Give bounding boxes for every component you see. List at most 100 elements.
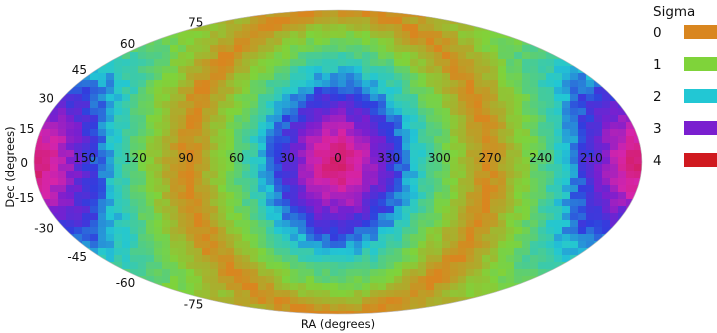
heat-cell — [394, 171, 403, 179]
heat-cell — [602, 213, 611, 221]
heat-cell — [266, 171, 275, 179]
heat-cell — [226, 24, 235, 32]
heat-cell — [370, 262, 379, 270]
heat-cell — [354, 31, 363, 39]
heat-cell — [194, 157, 203, 165]
heat-cell — [218, 241, 227, 249]
heat-cell — [266, 192, 275, 200]
heat-cell — [282, 199, 291, 207]
heat-cell — [346, 150, 355, 158]
heat-cell — [474, 87, 483, 95]
heat-cell — [106, 255, 115, 263]
heat-cell — [602, 206, 611, 214]
heat-cell — [538, 66, 547, 74]
heat-cell — [74, 143, 83, 151]
heat-cell — [562, 73, 571, 81]
heat-cell — [178, 206, 187, 214]
heat-cell — [218, 66, 227, 74]
heat-cell — [354, 45, 363, 53]
heat-cell — [298, 157, 307, 165]
heat-cell — [186, 31, 195, 39]
heat-cell — [634, 122, 642, 130]
heat-cell — [266, 241, 275, 249]
heat-cell — [370, 143, 379, 151]
heat-cell — [50, 143, 59, 151]
heat-cell — [50, 157, 59, 165]
heat-cell — [458, 276, 467, 284]
heat-cell — [322, 143, 331, 151]
heat-cell — [378, 115, 387, 123]
heat-cell — [218, 164, 227, 172]
heat-cell — [458, 185, 467, 193]
heat-cell — [114, 150, 123, 158]
heat-cell — [274, 206, 283, 214]
heat-cell — [242, 241, 251, 249]
heat-cell — [138, 80, 147, 88]
heat-cell — [418, 80, 427, 88]
heat-cell — [106, 157, 115, 165]
heat-cell — [290, 213, 299, 221]
heat-cell — [418, 129, 427, 137]
heat-cell — [66, 164, 75, 172]
heat-cell — [322, 304, 331, 312]
heat-cell — [434, 52, 443, 60]
heat-cell — [362, 115, 371, 123]
heat-cell — [314, 311, 323, 314]
heat-cell — [258, 45, 267, 53]
heat-cell — [242, 73, 251, 81]
heat-cell — [490, 269, 499, 277]
heat-cell — [266, 311, 275, 314]
heat-cell — [274, 143, 283, 151]
heat-cell — [218, 143, 227, 151]
heat-cell — [506, 164, 515, 172]
heat-cell — [562, 248, 571, 256]
heat-cell — [226, 136, 235, 144]
heat-cell — [290, 66, 299, 74]
heat-cell — [322, 248, 331, 256]
heat-cell — [106, 87, 115, 95]
heat-cell — [250, 45, 259, 53]
heat-cell — [266, 297, 275, 305]
heat-cell — [250, 304, 259, 312]
dec-tick-label: 0 — [20, 156, 28, 170]
heat-cell — [442, 59, 451, 67]
heat-cell — [514, 150, 523, 158]
heat-cell — [370, 241, 379, 249]
heat-cell — [418, 213, 427, 221]
heat-cell — [90, 115, 99, 123]
heat-cell — [98, 101, 107, 109]
heat-cell — [538, 45, 547, 53]
heat-cell — [490, 213, 499, 221]
heat-cell — [450, 276, 459, 284]
heat-cell — [298, 38, 307, 46]
heat-cell — [434, 213, 443, 221]
heat-cell — [506, 248, 515, 256]
heat-cell — [450, 297, 459, 305]
heat-cell — [530, 122, 539, 130]
heat-cell — [402, 45, 411, 53]
heat-cell — [226, 178, 235, 186]
heat-cell — [114, 185, 123, 193]
heat-cell — [98, 171, 107, 179]
heat-cell — [338, 171, 347, 179]
heat-cell — [498, 213, 507, 221]
heat-cell — [106, 59, 115, 67]
heat-cell — [474, 213, 483, 221]
heat-cell — [570, 234, 579, 242]
heat-cell — [178, 143, 187, 151]
heat-cell — [402, 80, 411, 88]
heat-cell — [498, 150, 507, 158]
heat-cell — [554, 192, 563, 200]
heat-cell — [194, 59, 203, 67]
heat-cell — [370, 80, 379, 88]
heat-cell — [50, 199, 59, 207]
heat-cell — [442, 143, 451, 151]
heat-cell — [258, 94, 267, 102]
heat-cell — [378, 17, 387, 25]
heat-cell — [514, 45, 523, 53]
heat-cell — [362, 80, 371, 88]
heat-cell — [594, 199, 603, 207]
heat-cell — [586, 115, 595, 123]
heat-cell — [450, 115, 459, 123]
heat-cell — [178, 241, 187, 249]
